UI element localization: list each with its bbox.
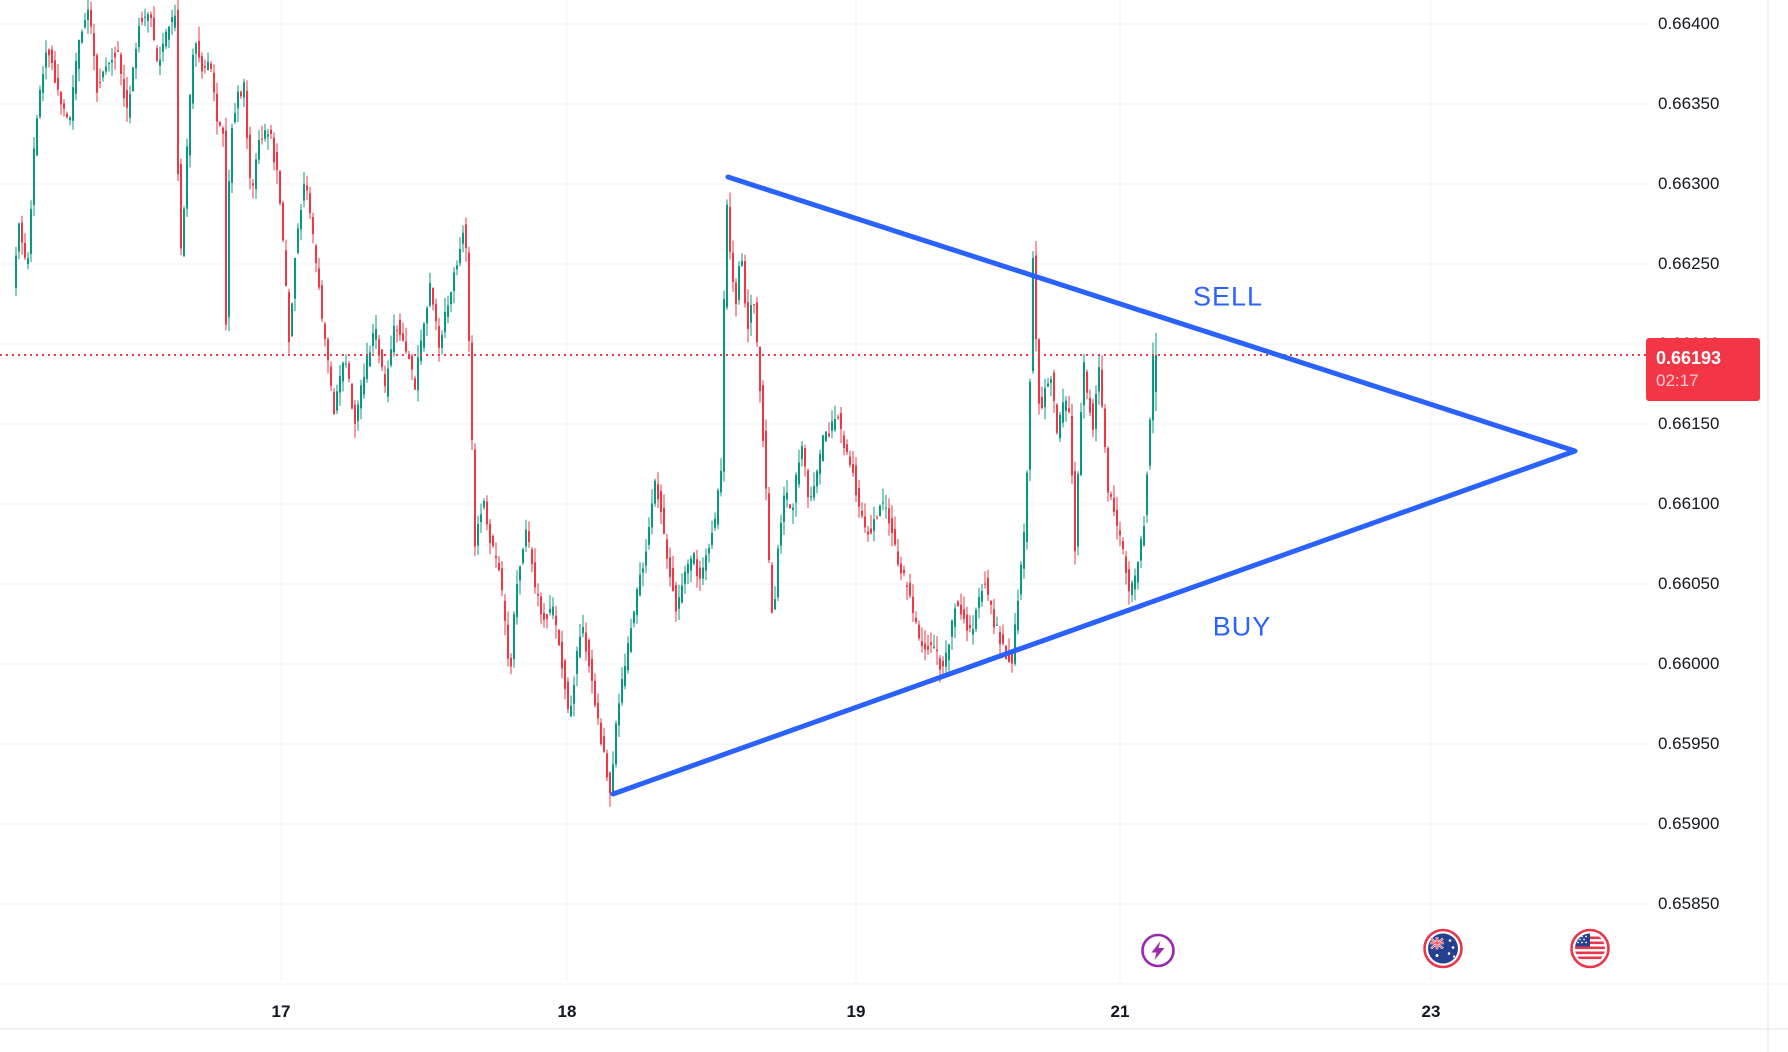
last-price-badge: 0.66193 02:17 (1646, 338, 1760, 401)
triangle-pattern-drawing[interactable] (610, 174, 1578, 797)
price-axis-label: 0.66250 (1658, 254, 1720, 273)
candles-layer (15, 0, 1157, 807)
price-axis-label: 0.66050 (1658, 574, 1720, 593)
last-price-value: 0.66193 (1656, 347, 1722, 368)
price-axis-label: 0.65900 (1658, 814, 1720, 833)
time-axis-label: 17 (271, 1002, 291, 1021)
lightning-event-icon[interactable] (1139, 932, 1177, 975)
buy-annotation[interactable]: BUY (1212, 611, 1272, 642)
sell-annotation[interactable]: SELL (1192, 281, 1264, 312)
price-axis-label: 0.66100 (1658, 494, 1720, 513)
time-axis-label: 19 (846, 1002, 866, 1021)
price-axis-label: 0.66150 (1658, 414, 1720, 433)
gridlines (0, 0, 1788, 985)
time-axis-label: 21 (1110, 1002, 1130, 1021)
price-axis-label: 0.65950 (1658, 734, 1720, 753)
price-axis-label: 0.65850 (1658, 894, 1720, 913)
australia-flag-icon[interactable] (1423, 928, 1463, 974)
price-axis-label: 0.66400 (1658, 14, 1720, 33)
time-axis-label: 18 (557, 1002, 577, 1021)
bar-countdown: 02:17 (1656, 371, 1699, 391)
us-flag-icon[interactable] (1570, 928, 1610, 974)
price-axis-label: 0.66000 (1658, 654, 1720, 673)
price-axis-label: 0.66300 (1658, 174, 1720, 193)
price-axis-label: 0.66350 (1658, 94, 1720, 113)
time-axis-label: 23 (1421, 1002, 1441, 1021)
